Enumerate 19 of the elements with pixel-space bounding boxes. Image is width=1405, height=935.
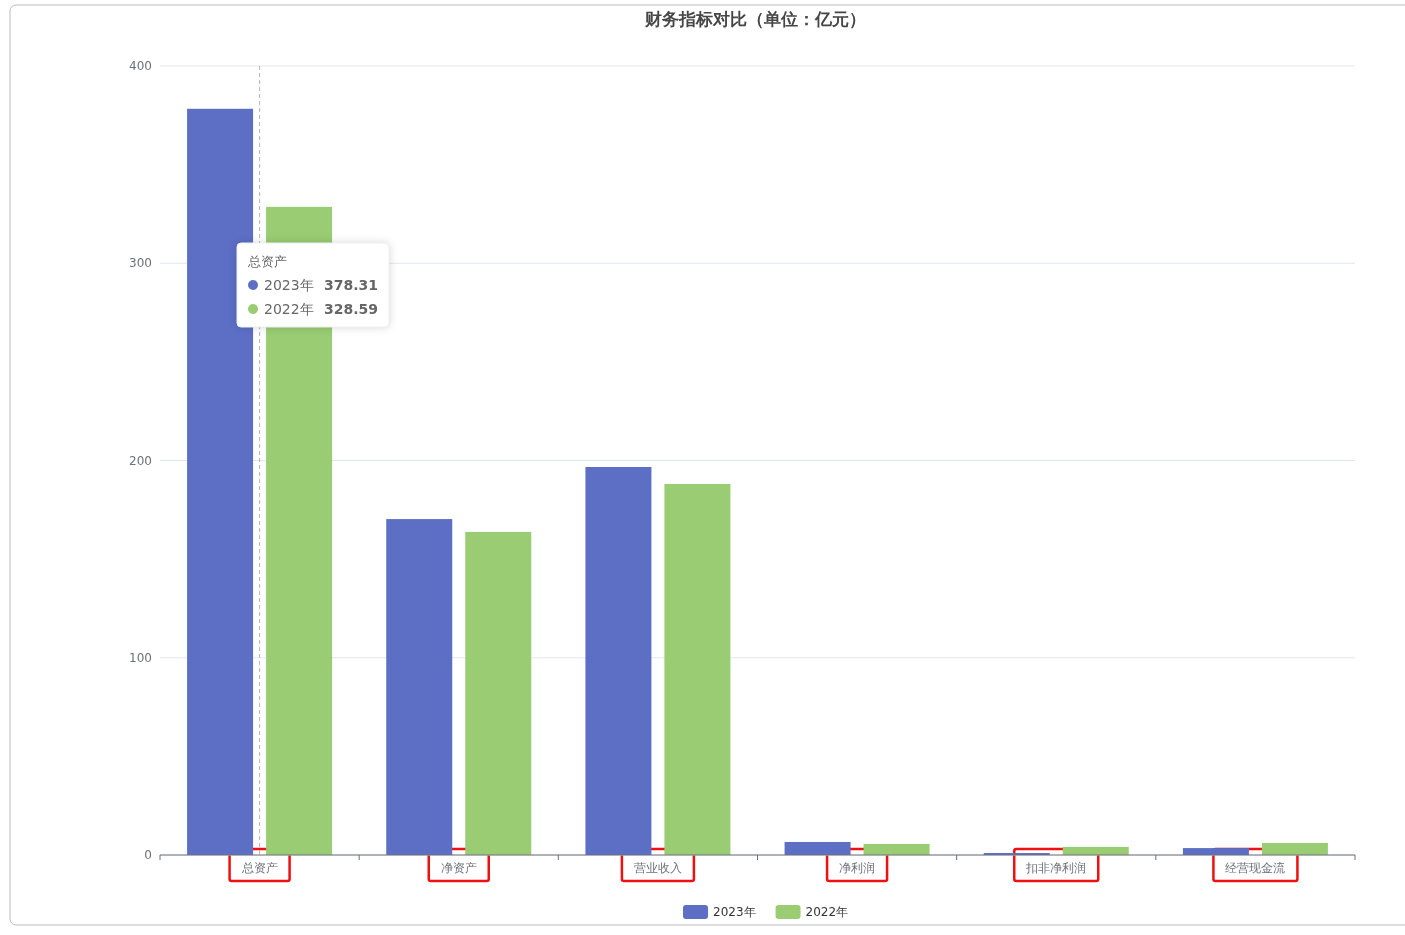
annotation: 总资产 [247, 254, 287, 269]
annotation: 328.59 [323, 301, 378, 317]
x-tick-label: 经营现金流 [1225, 861, 1286, 875]
legend-label: 2022年 [805, 905, 849, 919]
y-tick-label: 200 [129, 453, 152, 468]
x-tick-label: 营业收入 [633, 861, 682, 875]
y-tick-label: 0 [144, 848, 152, 862]
x-tick-label: 净利润 [839, 861, 876, 875]
annotation: 378.31 [323, 277, 378, 293]
x-tick-label: 总资产 [240, 861, 278, 875]
x-tick-label: 扣非净利润 [1025, 861, 1087, 875]
annotation: 2023年 [264, 277, 314, 293]
y-tick-label: 100 [129, 650, 152, 665]
y-tick-label: 400 [129, 59, 152, 73]
chart-title: 财务指标对比（单位：亿元） [643, 9, 866, 29]
annotation: 2022年 [264, 301, 314, 317]
x-tick-label: 净资产 [440, 861, 477, 875]
y-tick-label: 300 [129, 256, 152, 271]
legend-label: 2023年 [713, 905, 756, 919]
